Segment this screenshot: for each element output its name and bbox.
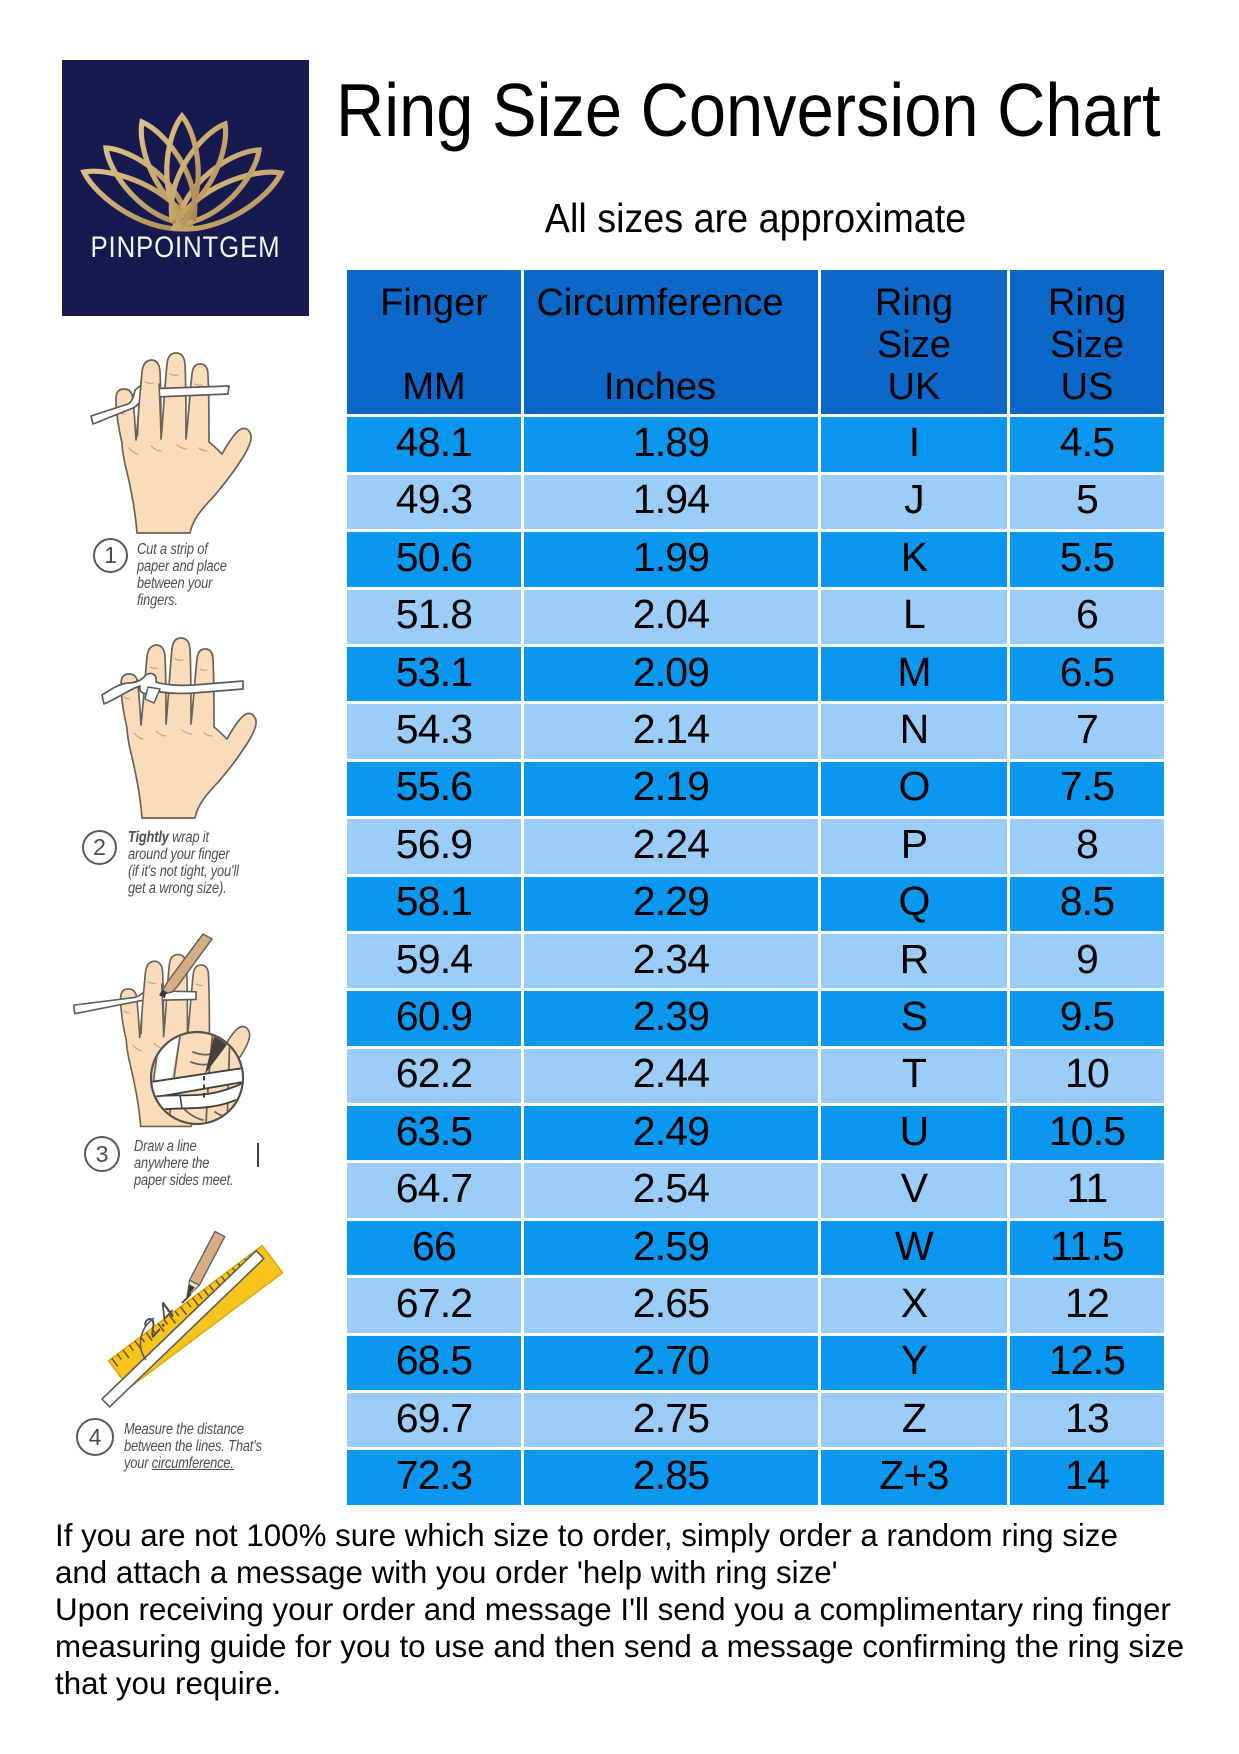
svg-text:PINPOINTGEM: PINPOINTGEM [90,230,280,263]
